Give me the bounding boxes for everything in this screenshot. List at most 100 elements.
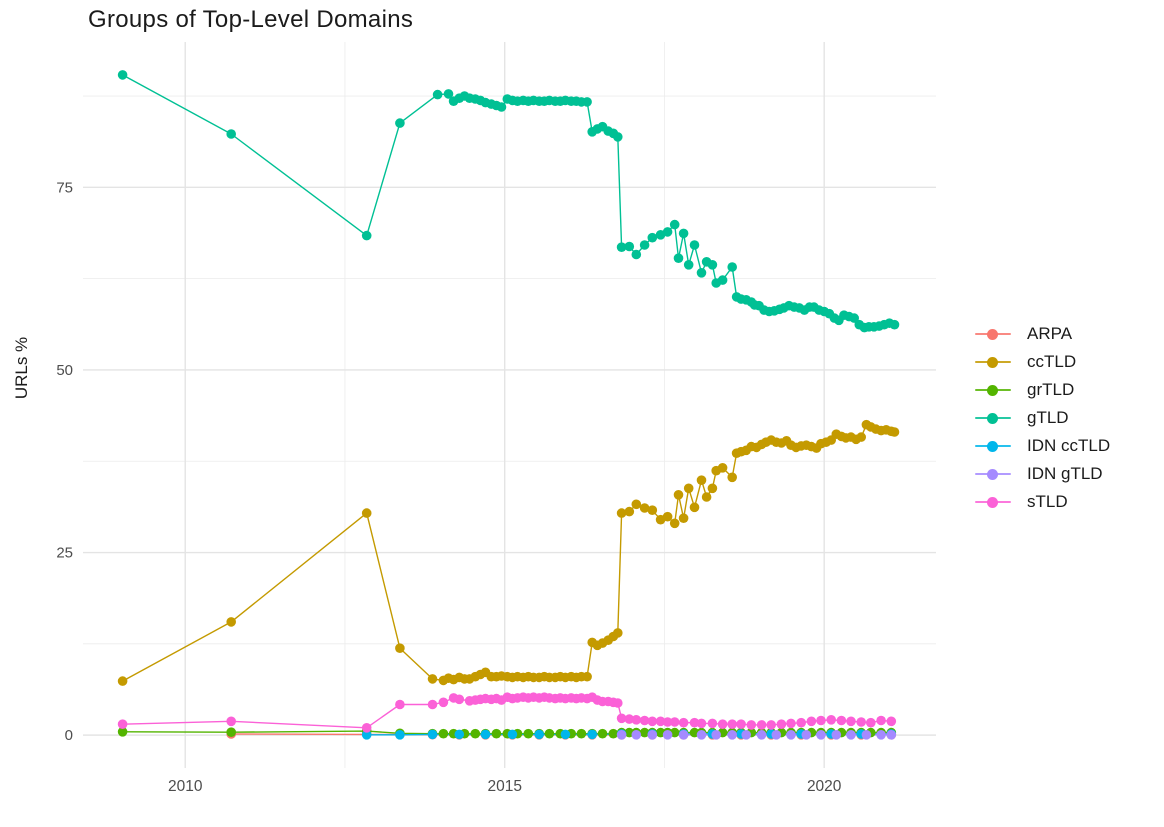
- data-point: [696, 268, 707, 278]
- data-point: [756, 730, 767, 740]
- data-point: [507, 729, 518, 740]
- data-point: [491, 728, 502, 739]
- data-point: [707, 260, 718, 270]
- data-point: [727, 262, 737, 272]
- legend-item-ccTLD: ccTLD: [975, 348, 1110, 376]
- data-point: [438, 697, 449, 708]
- data-point: [786, 718, 796, 729]
- data-point: [624, 506, 635, 517]
- data-point: [631, 499, 642, 510]
- data-point: [717, 719, 728, 729]
- data-point: [801, 730, 812, 740]
- data-point: [608, 728, 619, 739]
- data-point: [117, 727, 128, 737]
- data-point: [480, 729, 491, 740]
- y-axis-title: URLs %: [12, 336, 31, 400]
- legend-marker-icon: [975, 440, 1011, 452]
- data-point: [647, 232, 658, 243]
- data-point: [647, 505, 658, 515]
- y-axis-tick-label: 0: [65, 727, 73, 744]
- data-point: [454, 729, 465, 740]
- data-point: [669, 219, 680, 230]
- data-point: [639, 727, 650, 738]
- data-point: [117, 719, 128, 729]
- data-point: [689, 717, 700, 728]
- data-point: [662, 511, 673, 522]
- data-point: [689, 502, 700, 513]
- data-point: [776, 719, 787, 729]
- data-point: [669, 518, 680, 529]
- legend-marker-icon: [975, 412, 1011, 424]
- legend-label: IDN ccTLD: [1027, 436, 1111, 455]
- data-point: [683, 483, 694, 494]
- data-point: [736, 719, 746, 729]
- legend-label: sTLD: [1027, 492, 1068, 511]
- data-point: [886, 730, 897, 740]
- data-point: [438, 728, 449, 739]
- legend-item-IDN-gTLD: IDN gTLD: [975, 460, 1110, 488]
- data-point: [613, 132, 623, 142]
- data-point: [395, 118, 405, 128]
- legend-item-gTLD: gTLD: [975, 404, 1110, 432]
- data-point: [673, 253, 684, 263]
- data-point: [639, 503, 650, 513]
- data-point: [662, 227, 673, 237]
- data-point: [662, 730, 673, 740]
- y-axis-tick-label: 25: [56, 545, 73, 562]
- legend-item-IDN-ccTLD: IDN ccTLD: [975, 432, 1110, 460]
- legend-label: ccTLD: [1027, 352, 1077, 371]
- data-point: [866, 717, 876, 728]
- data-point: [766, 720, 776, 730]
- data-point: [639, 715, 650, 726]
- data-point: [727, 719, 737, 729]
- x-axis-tick-label: 2015: [487, 778, 521, 795]
- data-point: [771, 730, 782, 740]
- data-point: [673, 490, 684, 500]
- data-point: [846, 716, 856, 727]
- data-point: [631, 715, 642, 725]
- data-point: [427, 674, 438, 684]
- legend-marker-icon: [975, 496, 1011, 508]
- data-point: [523, 728, 534, 739]
- y-axis-tick-label: 75: [56, 179, 73, 196]
- data-point: [861, 730, 872, 740]
- data-point: [689, 240, 700, 250]
- data-point: [395, 730, 405, 740]
- data-point: [655, 716, 666, 727]
- data-point: [616, 242, 627, 252]
- data-point: [746, 720, 757, 730]
- data-point: [117, 676, 128, 686]
- data-point: [432, 89, 443, 100]
- data-point: [427, 729, 438, 740]
- data-point: [876, 715, 886, 726]
- legend-label: IDN gTLD: [1027, 464, 1103, 483]
- data-point: [806, 716, 817, 727]
- data-point: [597, 728, 608, 739]
- legend-item-sTLD: sTLD: [975, 488, 1110, 516]
- series-points-IDN-gTLD: [616, 730, 897, 740]
- data-point: [443, 89, 454, 99]
- data-point: [624, 714, 635, 724]
- data-point: [717, 275, 728, 285]
- data-point: [831, 730, 842, 740]
- data-point: [361, 508, 372, 518]
- data-point: [849, 313, 859, 323]
- data-point: [696, 475, 707, 486]
- data-point: [707, 718, 718, 729]
- data-point: [889, 427, 900, 437]
- data-point: [683, 260, 694, 270]
- data-point: [226, 727, 236, 737]
- data-point: [856, 432, 866, 442]
- data-point: [701, 492, 712, 502]
- legend-marker-icon: [975, 328, 1011, 340]
- data-point: [696, 718, 707, 729]
- data-point: [361, 230, 372, 241]
- data-point: [711, 730, 721, 740]
- chart-title: Groups of Top-Level Domains: [88, 6, 414, 33]
- legend-marker-icon: [975, 356, 1011, 368]
- data-point: [816, 715, 826, 726]
- legend-marker-icon: [975, 468, 1011, 480]
- data-point: [624, 241, 635, 252]
- data-point: [647, 716, 658, 727]
- data-point: [631, 730, 642, 740]
